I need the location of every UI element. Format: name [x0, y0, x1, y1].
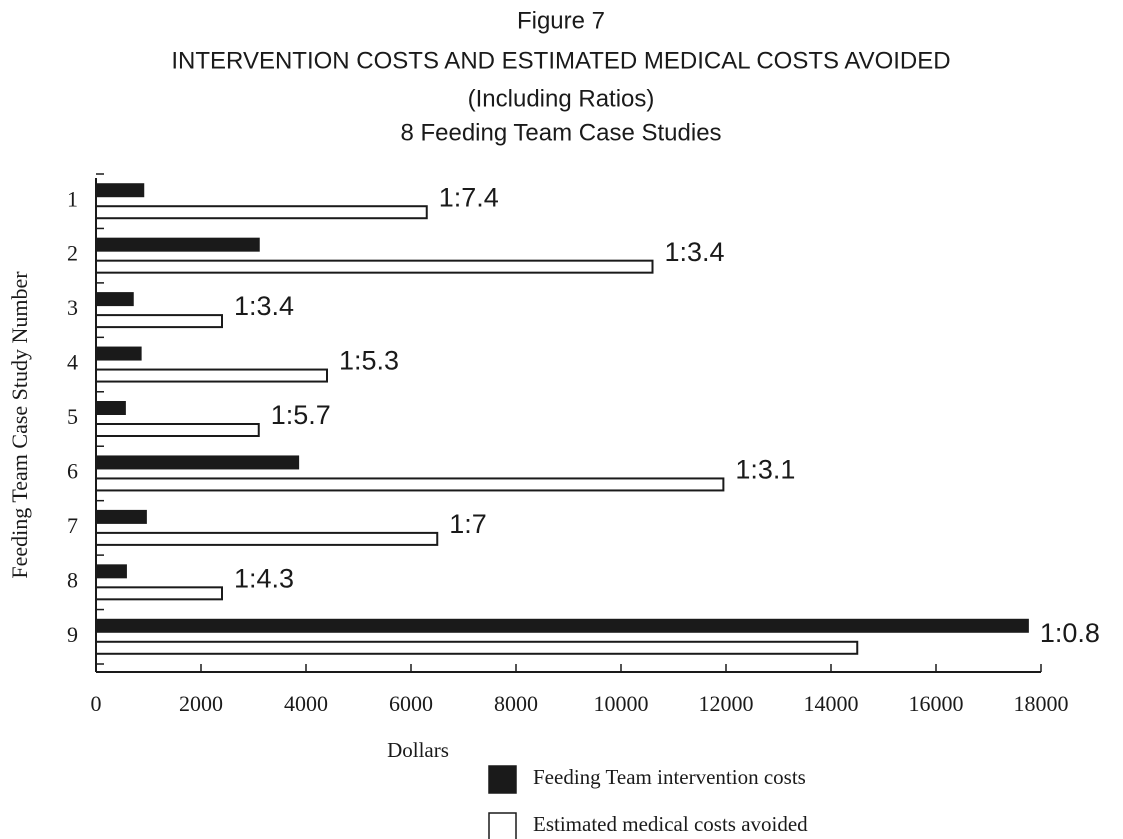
title-line: INTERVENTION COSTS AND ESTIMATED MEDICAL… — [171, 47, 950, 74]
y-tick-label: 6 — [67, 458, 78, 483]
bar — [95, 455, 300, 470]
title-line: (Including Ratios) — [468, 85, 655, 112]
bar — [95, 618, 1029, 633]
y-axis-label: Feeding Team Case Study Number — [7, 271, 32, 579]
x-tick-label: 14000 — [804, 691, 859, 716]
legend-label: Feeding Team intervention costs — [533, 765, 806, 789]
y-tick-label: 7 — [67, 513, 78, 538]
bar — [95, 205, 428, 220]
y-tick-label: 5 — [67, 404, 78, 429]
bar — [95, 477, 725, 492]
x-tick-label: 6000 — [389, 691, 433, 716]
ratio-label: 1:0.8 — [1040, 618, 1100, 648]
bar — [95, 237, 260, 252]
title-line: 8 Feeding Team Case Studies — [400, 119, 721, 146]
bar — [95, 401, 126, 415]
y-tick-label: 2 — [67, 241, 78, 266]
ratio-label: 1:5.7 — [271, 400, 331, 430]
bar — [95, 586, 223, 601]
x-tick-label: 18000 — [1014, 691, 1069, 716]
legend-swatch — [488, 812, 517, 839]
bar — [95, 183, 145, 198]
bar — [95, 346, 142, 361]
bar — [95, 640, 859, 655]
y-tick-label: 3 — [67, 295, 78, 320]
legend-label: Estimated medical costs avoided — [533, 812, 808, 836]
y-tick-label: 9 — [67, 622, 78, 647]
x-tick-label: 4000 — [284, 691, 328, 716]
x-tick-label: 12000 — [699, 691, 754, 716]
bar — [95, 531, 439, 546]
x-tick-label: 10000 — [594, 691, 649, 716]
x-tick-label: 8000 — [494, 691, 538, 716]
bar — [95, 564, 127, 579]
bar — [95, 292, 134, 307]
ratio-label: 1:7 — [449, 509, 487, 539]
bar — [95, 259, 654, 274]
x-axis-label: Dollars — [387, 738, 449, 762]
ratio-label: 1:3.4 — [234, 291, 294, 321]
y-tick-label: 4 — [67, 350, 78, 375]
x-tick-label: 0 — [91, 691, 102, 716]
x-tick-label: 2000 — [179, 691, 223, 716]
legend-swatch — [488, 765, 517, 794]
x-tick-label: 16000 — [909, 691, 964, 716]
y-tick-label: 8 — [67, 567, 78, 592]
bar — [95, 368, 328, 383]
ratio-label: 1:3.4 — [665, 237, 725, 267]
ratio-label: 1:4.3 — [234, 563, 294, 593]
ratio-label: 1:3.1 — [735, 455, 795, 485]
ratio-label: 1:7.4 — [439, 182, 499, 212]
bar — [95, 314, 223, 329]
title-line: Figure 7 — [517, 7, 605, 34]
bar — [95, 423, 260, 437]
ratio-label: 1:5.3 — [339, 346, 399, 376]
y-tick-label: 1 — [67, 186, 78, 211]
bar — [95, 509, 147, 524]
